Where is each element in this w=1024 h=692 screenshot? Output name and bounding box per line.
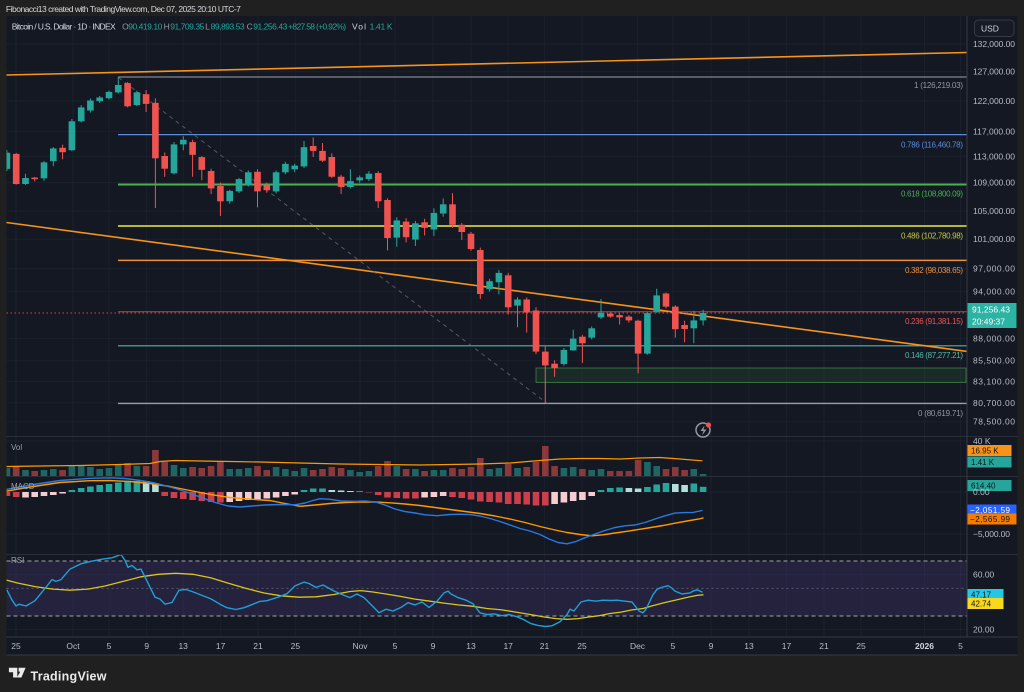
svg-text:−2,565.99: −2,565.99 <box>970 515 1011 524</box>
svg-text:40 K: 40 K <box>973 436 991 446</box>
svg-text:25: 25 <box>291 641 301 651</box>
svg-text:91,256.43: 91,256.43 <box>253 22 287 32</box>
svg-text:Fibonacci13 created with Tradi: Fibonacci13 created with TradingView.com… <box>6 4 241 14</box>
svg-text:88,000.00: 88,000.00 <box>973 333 1015 343</box>
svg-text:17: 17 <box>503 641 513 651</box>
svg-text:C: C <box>247 22 253 32</box>
svg-text:60.00: 60.00 <box>973 570 995 580</box>
svg-text:132,000.00: 132,000.00 <box>973 39 1015 49</box>
svg-text:80,700.00: 80,700.00 <box>973 398 1015 408</box>
svg-text:13: 13 <box>178 641 188 651</box>
svg-text:5: 5 <box>958 641 963 651</box>
svg-text:83,100.00: 83,100.00 <box>973 377 1015 387</box>
svg-text:9: 9 <box>709 641 714 651</box>
svg-text:TradingView: TradingView <box>31 670 107 684</box>
svg-text:1 (126,219.03): 1 (126,219.03) <box>914 81 963 90</box>
svg-text:RSI: RSI <box>11 556 24 565</box>
svg-text:17: 17 <box>216 641 226 651</box>
svg-text:614.40: 614.40 <box>971 482 996 491</box>
svg-text:42.74: 42.74 <box>971 600 992 609</box>
svg-text:O: O <box>122 22 129 32</box>
svg-text:5: 5 <box>107 641 112 651</box>
svg-text:25: 25 <box>11 641 21 651</box>
svg-text:117,000.00: 117,000.00 <box>973 126 1015 136</box>
svg-text:1.41 K: 1.41 K <box>971 458 995 467</box>
svg-text:25: 25 <box>577 641 587 651</box>
svg-text:MACD: MACD <box>11 482 35 491</box>
svg-text:13: 13 <box>466 641 476 651</box>
svg-text:20.00: 20.00 <box>973 625 995 635</box>
svg-text:0 (80,619.71): 0 (80,619.71) <box>918 409 963 418</box>
svg-text:105,000.00: 105,000.00 <box>973 206 1015 216</box>
svg-text:85,500.00: 85,500.00 <box>973 356 1015 366</box>
svg-text:−5,000.00: −5,000.00 <box>973 529 1010 539</box>
svg-text:0.618 (108,800.09): 0.618 (108,800.09) <box>901 190 963 199</box>
svg-text:0.00: 0.00 <box>973 487 990 497</box>
svg-text:109,000.00: 109,000.00 <box>973 178 1015 188</box>
svg-text:Vol: Vol <box>352 22 366 32</box>
svg-text:90,419.10: 90,419.10 <box>128 22 162 32</box>
svg-text:89,893.53: 89,893.53 <box>211 22 245 32</box>
svg-text:0.786 (116,460.78): 0.786 (116,460.78) <box>901 141 963 150</box>
svg-text:21: 21 <box>540 641 550 651</box>
svg-text:+827.58 (+0.92%): +827.58 (+0.92%) <box>288 22 346 32</box>
svg-text:L: L <box>205 22 210 32</box>
svg-text:9: 9 <box>144 641 149 651</box>
svg-text:Oct: Oct <box>66 641 80 651</box>
svg-text:16.95 K: 16.95 K <box>971 447 999 456</box>
svg-text:97,000.00: 97,000.00 <box>973 264 1015 274</box>
svg-text:0.486 (102,780.98): 0.486 (102,780.98) <box>901 232 963 241</box>
svg-text:17: 17 <box>782 641 792 651</box>
svg-text:H: H <box>164 22 170 32</box>
svg-text:Bitcoin / U.S. Dollar · 1D · I: Bitcoin / U.S. Dollar · 1D · INDEX <box>12 22 116 32</box>
svg-text:91,709.35: 91,709.35 <box>170 22 204 32</box>
svg-text:Nov: Nov <box>352 641 368 651</box>
svg-text:Dec: Dec <box>630 641 646 651</box>
svg-text:94,000.00: 94,000.00 <box>973 287 1015 297</box>
svg-text:−2,051.59: −2,051.59 <box>970 506 1011 515</box>
svg-text:USD: USD <box>981 24 999 34</box>
svg-text:13: 13 <box>744 641 754 651</box>
svg-text:5: 5 <box>671 641 676 651</box>
svg-text:21: 21 <box>253 641 263 651</box>
svg-text:20:49:37: 20:49:37 <box>972 317 1005 327</box>
svg-text:113,000.00: 113,000.00 <box>973 151 1015 161</box>
svg-text:78,500.00: 78,500.00 <box>973 417 1015 427</box>
svg-text:5: 5 <box>393 641 398 651</box>
svg-text:127,000.00: 127,000.00 <box>973 67 1015 77</box>
svg-text:2026: 2026 <box>915 641 934 651</box>
svg-text:122,000.00: 122,000.00 <box>973 96 1015 106</box>
svg-text:0.382 (98,038.65): 0.382 (98,038.65) <box>905 266 963 275</box>
svg-text:101,000.00: 101,000.00 <box>973 234 1015 244</box>
svg-text:Vol: Vol <box>11 443 22 452</box>
svg-text:9: 9 <box>431 641 436 651</box>
svg-text:0.146 (87,277.21): 0.146 (87,277.21) <box>905 351 963 360</box>
svg-text:47.17: 47.17 <box>971 591 992 600</box>
svg-text:25: 25 <box>856 641 866 651</box>
svg-text:1.41 K: 1.41 K <box>370 22 393 32</box>
svg-text:91,256.43: 91,256.43 <box>972 305 1010 315</box>
svg-text:21: 21 <box>819 641 829 651</box>
svg-text:0.236 (91,381.15): 0.236 (91,381.15) <box>905 317 963 326</box>
